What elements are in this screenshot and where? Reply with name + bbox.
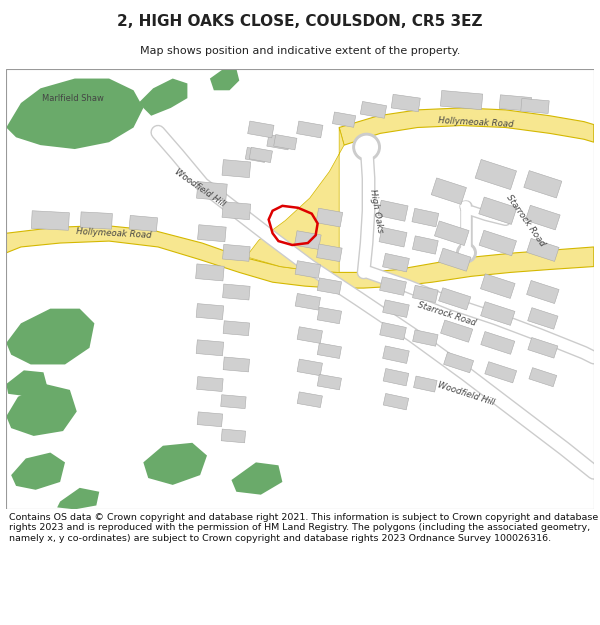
Text: Woodfield Hill: Woodfield Hill bbox=[437, 381, 496, 408]
Polygon shape bbox=[339, 108, 594, 145]
Polygon shape bbox=[246, 127, 344, 272]
Polygon shape bbox=[6, 226, 594, 288]
Text: Marlfield Shaw: Marlfield Shaw bbox=[42, 94, 104, 102]
Circle shape bbox=[356, 136, 377, 158]
Circle shape bbox=[457, 243, 476, 262]
Text: Starrock Road: Starrock Road bbox=[504, 193, 547, 248]
Text: Hollymeoak Road: Hollymeoak Road bbox=[439, 116, 514, 129]
Circle shape bbox=[460, 246, 473, 260]
Circle shape bbox=[353, 133, 380, 161]
Text: High Oaks: High Oaks bbox=[368, 188, 385, 233]
Text: Hollymeoak Road: Hollymeoak Road bbox=[76, 227, 152, 240]
Text: Woodfield Hill: Woodfield Hill bbox=[173, 168, 227, 209]
Text: Contains OS data © Crown copyright and database right 2021. This information is : Contains OS data © Crown copyright and d… bbox=[9, 513, 598, 542]
Text: Map shows position and indicative extent of the property.: Map shows position and indicative extent… bbox=[140, 46, 460, 56]
Text: 2, HIGH OAKS CLOSE, COULSDON, CR5 3EZ: 2, HIGH OAKS CLOSE, COULSDON, CR5 3EZ bbox=[117, 14, 483, 29]
Text: Starrock Road: Starrock Road bbox=[416, 300, 477, 328]
